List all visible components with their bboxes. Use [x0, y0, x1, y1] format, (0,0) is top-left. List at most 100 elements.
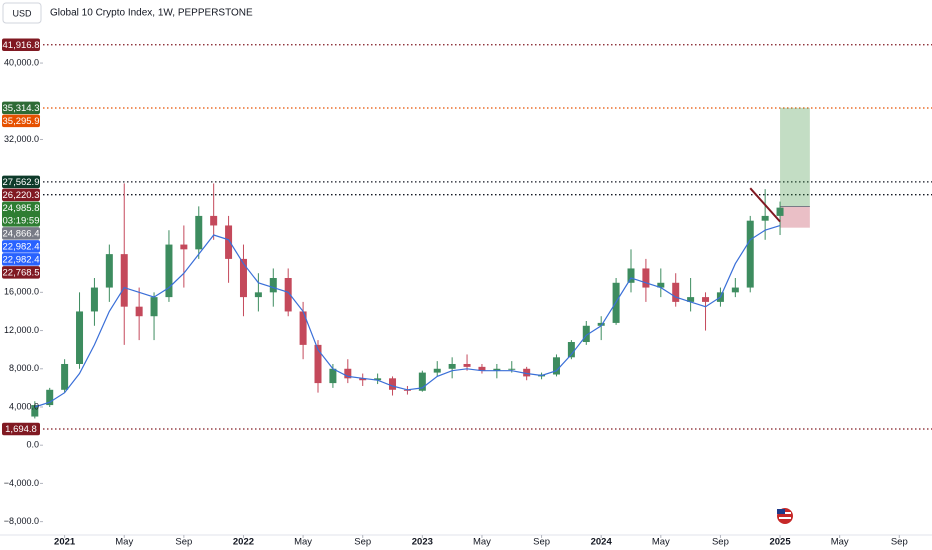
price-tag: [2, 188, 40, 202]
candle-body: [269, 278, 277, 293]
candle-body: [210, 215, 218, 226]
candle-body: [120, 254, 128, 307]
candle-body: [284, 278, 292, 312]
candle-body: [105, 254, 113, 288]
candle-body: [418, 372, 426, 391]
price-tag-label: 22,768.5: [3, 267, 40, 278]
candle-body: [314, 344, 322, 384]
price-tag-label: 35,295.9: [3, 116, 40, 127]
candle-body: [731, 287, 739, 293]
candle-body: [195, 215, 203, 250]
candle-body: [150, 297, 158, 317]
candle-body: [359, 378, 367, 381]
x-tick-label: May: [115, 537, 133, 548]
y-tick-label: −4,000.0: [4, 478, 39, 488]
candle-body: [687, 297, 695, 302]
y-tick-label: 0.0: [26, 440, 39, 450]
target-zone: [780, 107, 810, 207]
y-tick-label: 12,000.0: [4, 325, 39, 335]
candle-body: [642, 268, 650, 288]
candle-body: [31, 405, 39, 417]
x-tick-label: 2021: [54, 537, 76, 548]
price-tag: [2, 227, 40, 240]
candle-body: [746, 220, 754, 288]
candle-body: [239, 258, 247, 298]
price-tag-label: 41,916.8: [3, 40, 40, 51]
candle-body: [761, 215, 769, 221]
price-tag-label: 22,982.4: [3, 241, 40, 252]
candle-body: [523, 368, 531, 377]
x-tick-label: May: [473, 537, 491, 548]
y-tick-label: 8,000.0: [9, 363, 39, 373]
x-tick-label: Sep: [891, 537, 908, 548]
price-tag-label: 1,694.8: [5, 424, 37, 435]
x-tick-label: 2024: [591, 537, 613, 548]
price-tag: [2, 201, 40, 227]
price-tag: [2, 240, 40, 253]
price-tag-label: 24,985.8: [3, 203, 40, 214]
candle-body: [672, 282, 680, 302]
x-tick-label: 2025: [769, 537, 791, 548]
price-tag: [2, 38, 40, 51]
currency-box[interactable]: [2, 2, 42, 24]
x-tick-label: Sep: [533, 537, 550, 548]
price-tag: [2, 253, 40, 266]
currency: USD: [12, 8, 32, 18]
flag-icon: [777, 508, 793, 524]
chart-title: Global 10 Crypto Index, 1W, PEPPERSTONE: [50, 8, 253, 19]
candle-body: [46, 389, 54, 406]
candle-body: [344, 368, 352, 379]
y-tick-label: 16,000.0: [4, 287, 39, 297]
price-tag: [2, 266, 40, 279]
price-tag-label: 27,562.9: [3, 177, 40, 188]
candle-body: [76, 311, 84, 364]
candle-body: [254, 292, 262, 298]
x-tick-label: Sep: [712, 537, 729, 548]
x-tick-label: 2023: [412, 537, 433, 548]
candle-body: [493, 368, 501, 371]
candle-body: [329, 368, 337, 384]
price-tag: [2, 175, 40, 189]
price-tag-label: 35,314.3: [3, 103, 40, 114]
price-tag-label: 26,220.3: [3, 190, 40, 201]
x-tick-label: 2022: [233, 537, 254, 548]
candle-body: [135, 306, 143, 317]
candle-body: [299, 311, 307, 345]
candle-body: [776, 207, 784, 216]
price-tag-label: 22,982.4: [3, 254, 40, 265]
y-tick-label: 32,000.0: [4, 134, 39, 144]
candle-body: [657, 282, 665, 288]
trendline: [749, 187, 781, 223]
candle-body: [463, 363, 471, 367]
price-tag: [2, 101, 40, 115]
candle-body: [552, 357, 560, 375]
candle-body: [374, 378, 382, 381]
candle-body: [90, 287, 98, 312]
candle-body: [448, 363, 456, 369]
candle-body: [180, 244, 188, 250]
price-tag: [2, 422, 40, 436]
x-tick-label: Sep: [354, 537, 371, 548]
x-tick-label: May: [294, 537, 312, 548]
candle-body: [702, 297, 710, 302]
candle-body: [61, 363, 69, 390]
moving-average: [34, 225, 781, 408]
y-tick-label: −8,000.0: [4, 516, 39, 526]
price-tag-label: 24,866.4: [3, 228, 40, 239]
candle-body: [627, 268, 635, 283]
candle-body: [582, 325, 590, 343]
x-tick-label: Sep: [175, 537, 192, 548]
candle-body: [567, 342, 575, 358]
candle-body: [225, 225, 233, 259]
x-tick-label: May: [831, 537, 849, 548]
candle-body: [433, 368, 441, 373]
stop-zone: [780, 206, 810, 228]
plot: [31, 44, 932, 430]
countdown: 03:19:59: [3, 215, 40, 226]
y-tick-label: 4,000.0: [9, 401, 39, 411]
candle-body: [508, 368, 516, 370]
candle-body: [478, 366, 486, 371]
candle-body: [597, 322, 605, 326]
